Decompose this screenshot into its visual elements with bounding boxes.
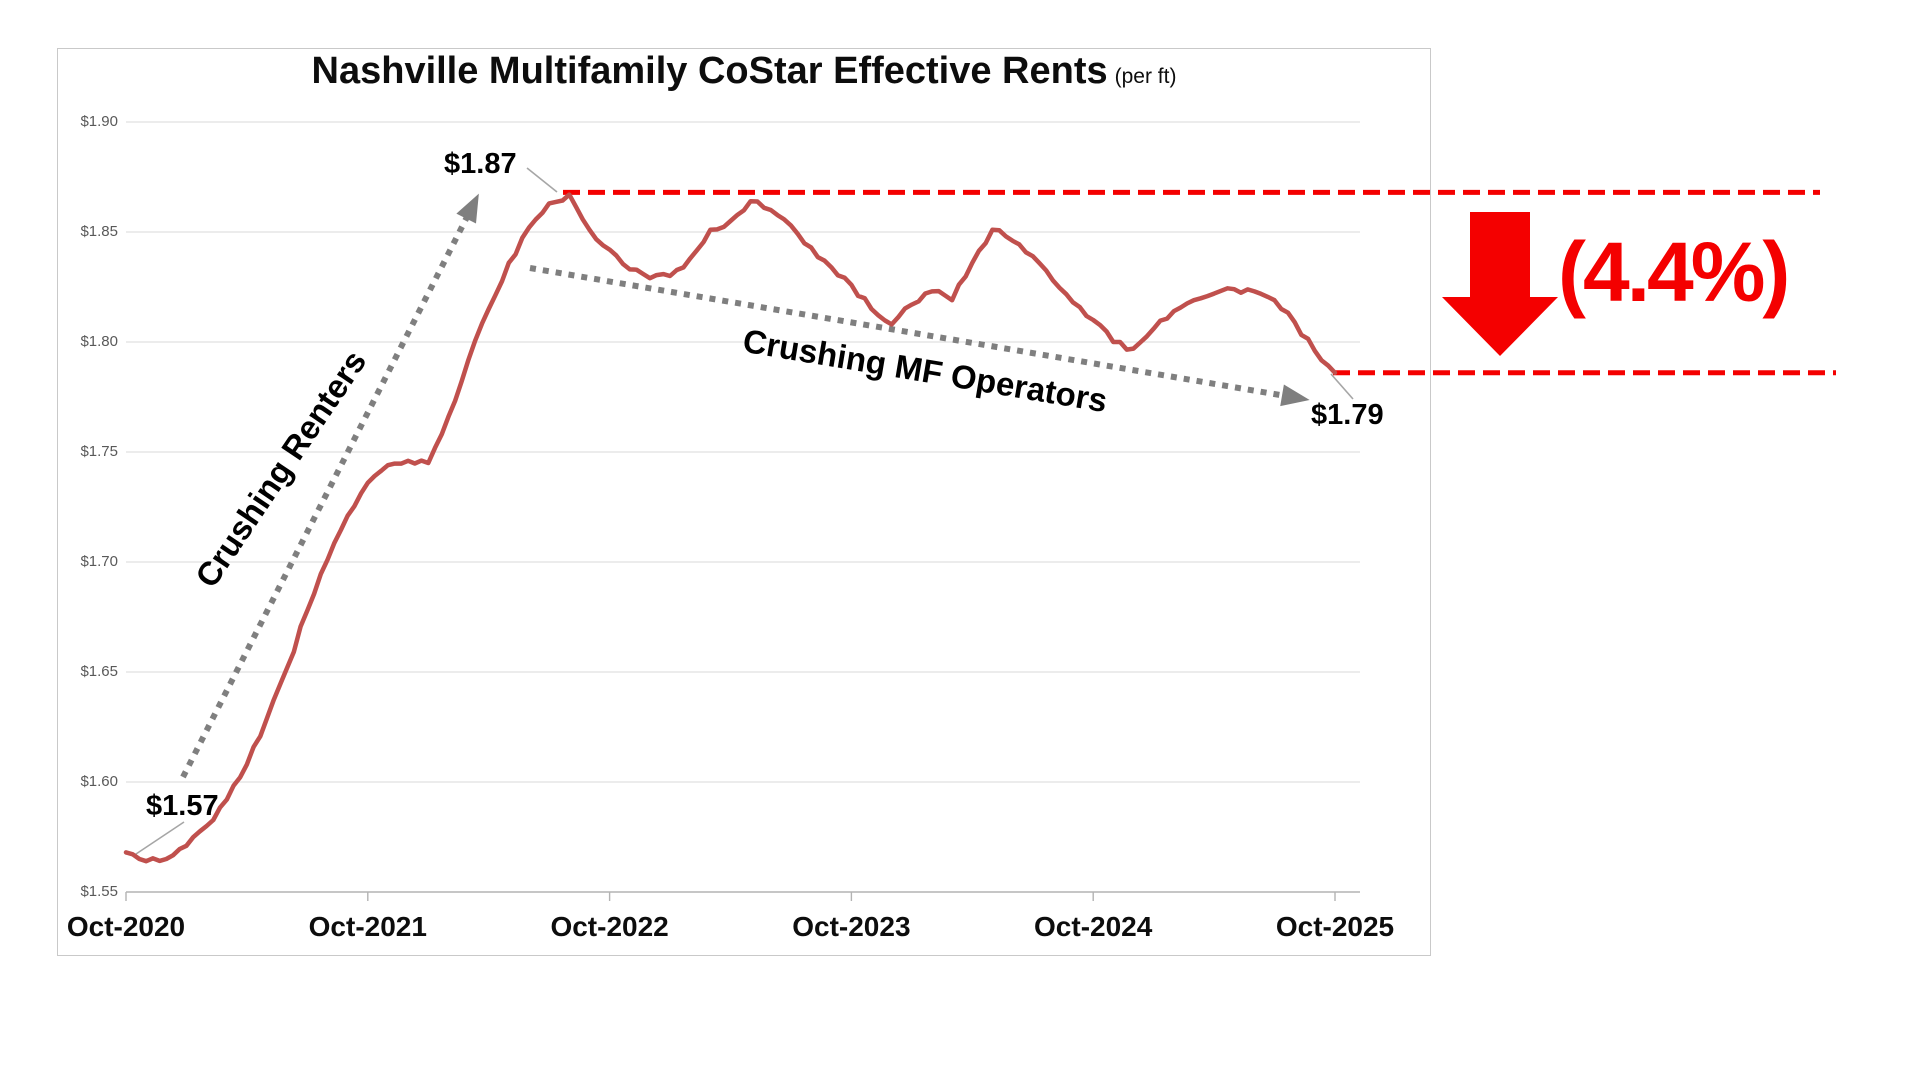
y-tick-label: $1.80 bbox=[80, 333, 118, 350]
peak-value-label: $1.87 bbox=[444, 148, 517, 180]
y-tick-label: $1.90 bbox=[80, 113, 118, 130]
x-tick-label: Oct-2020 bbox=[66, 911, 186, 942]
x-tick-label: Oct-2024 bbox=[1034, 911, 1153, 942]
x-tick-label: Oct-2021 bbox=[308, 911, 427, 942]
y-tick-label: $1.70 bbox=[80, 553, 118, 570]
x-tick-label: Oct-2023 bbox=[792, 911, 911, 942]
end-value-label: $1.79 bbox=[1311, 399, 1384, 431]
chart-title-text: Nashville Multifamily CoStar Effective R… bbox=[311, 50, 1108, 92]
y-tick-label: $1.55 bbox=[80, 883, 118, 900]
y-tick-label: $1.85 bbox=[80, 223, 118, 240]
big-down-arrow-icon bbox=[1442, 212, 1558, 356]
x-tick-label: Oct-2025 bbox=[1275, 911, 1395, 942]
y-tick-label: $1.75 bbox=[80, 443, 118, 460]
chart-title-suffix: (per ft) bbox=[1114, 65, 1177, 88]
y-tick-label: $1.65 bbox=[80, 663, 118, 680]
decline-percent-label: (4.4%) bbox=[1558, 225, 1790, 319]
y-tick-label: $1.60 bbox=[80, 773, 118, 790]
x-tick-label: Oct-2022 bbox=[550, 911, 669, 942]
start-value-label: $1.57 bbox=[146, 790, 219, 822]
chart-title: Nashville Multifamily CoStar Effective R… bbox=[57, 50, 1431, 93]
